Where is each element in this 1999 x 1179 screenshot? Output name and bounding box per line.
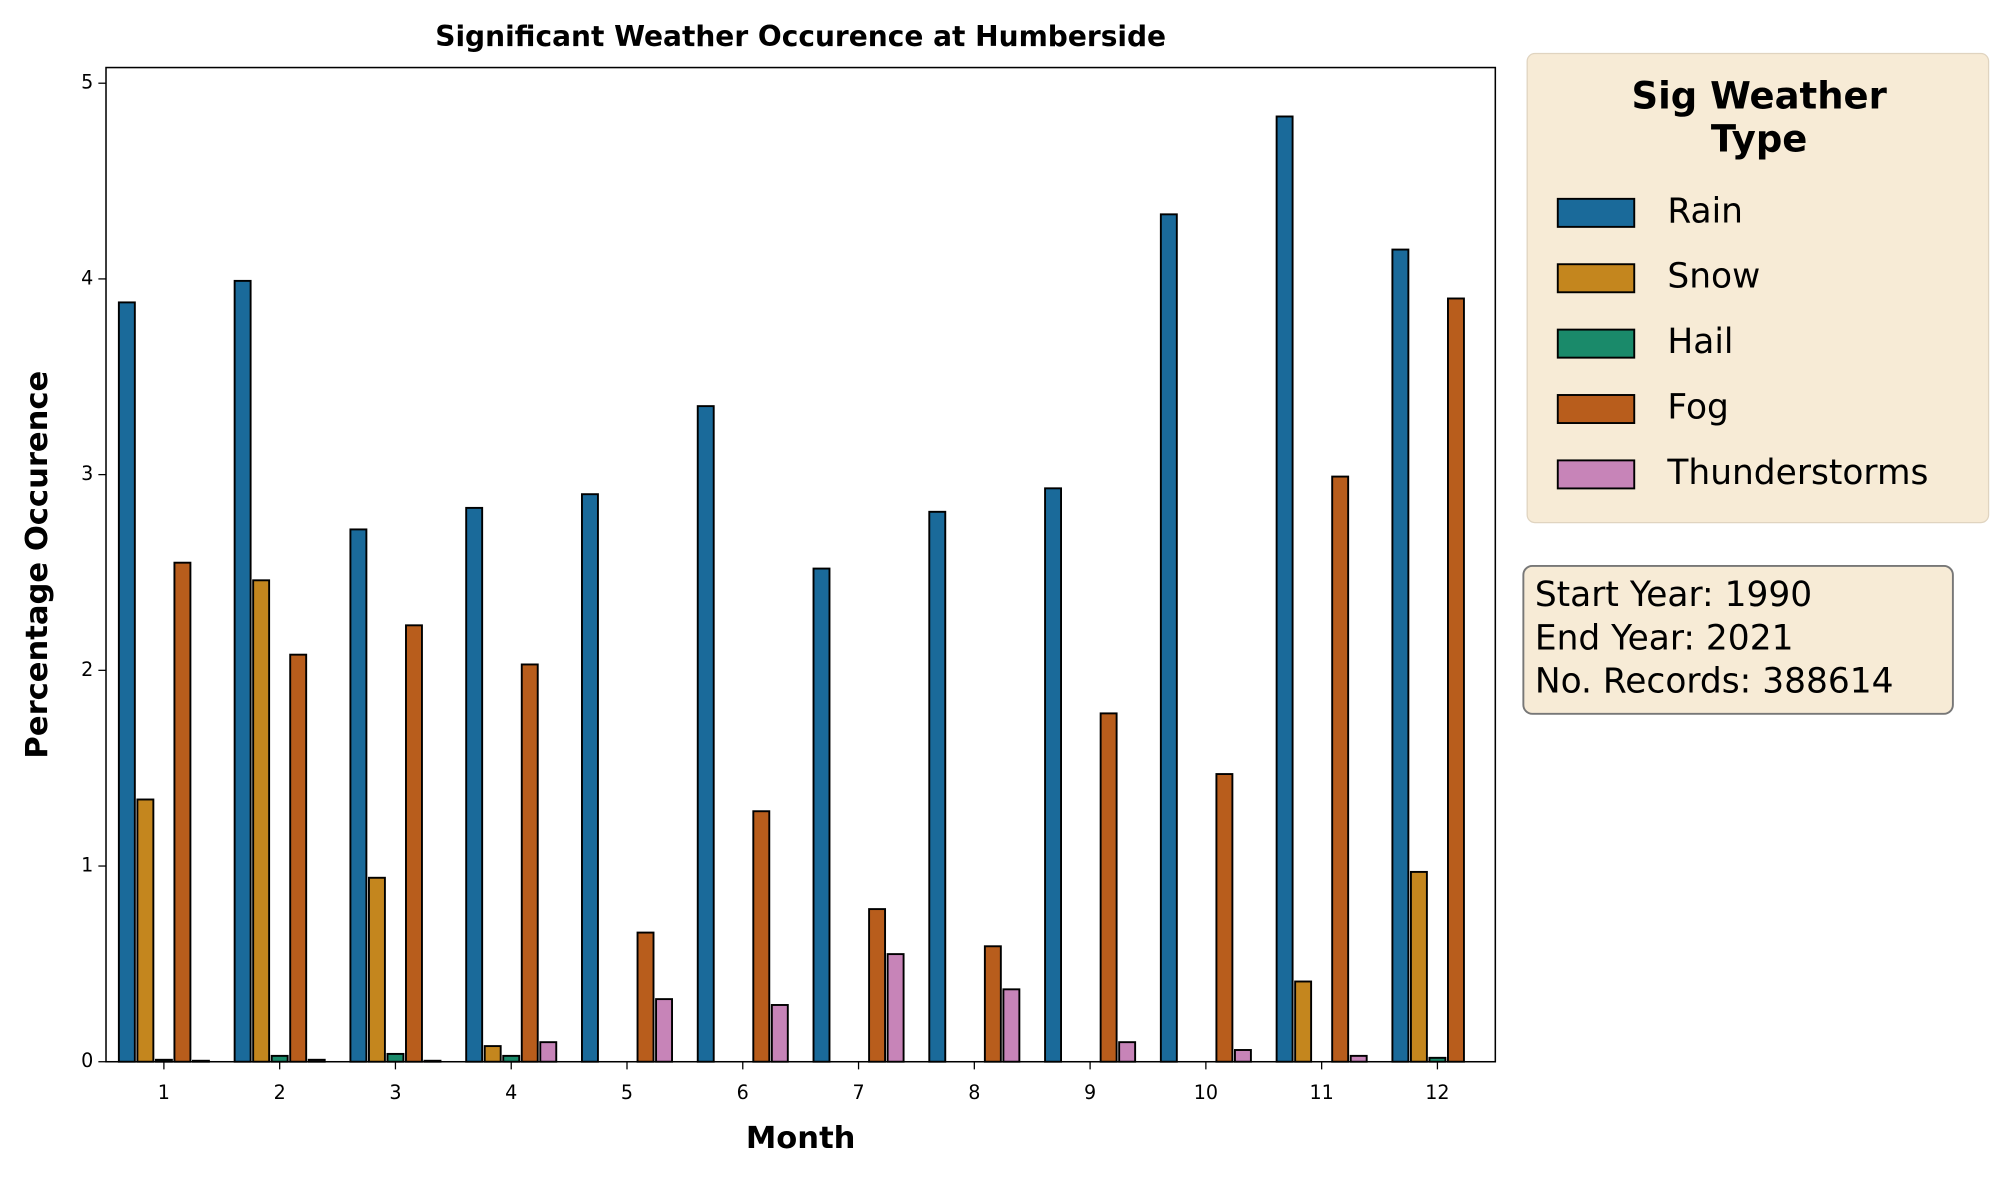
bar: [465, 506, 484, 1063]
bar: [1349, 1054, 1368, 1063]
info-box: [1522, 564, 1954, 715]
x-axis-label: Month: [746, 1121, 856, 1156]
x-tick-label: 9: [1084, 1081, 1096, 1104]
legend-swatch: [1556, 459, 1636, 490]
legend-swatch: [1556, 197, 1636, 228]
x-tick-label: 2: [274, 1081, 286, 1104]
bar: [289, 653, 308, 1063]
bar: [655, 998, 673, 1063]
bar: [233, 279, 252, 1063]
bar: [173, 561, 192, 1063]
bar: [581, 493, 599, 1063]
x-tick-label: 7: [852, 1081, 864, 1104]
x-tick-label: 10: [1194, 1081, 1218, 1104]
bar: [502, 1054, 521, 1063]
y-tick-label: 4: [81, 266, 93, 289]
bar: [1099, 712, 1118, 1063]
bar: [349, 528, 368, 1063]
bar: [386, 1052, 405, 1063]
y-tick-label: 5: [81, 71, 93, 94]
bar: [117, 301, 136, 1063]
bar: [752, 810, 771, 1063]
legend-title-wrap: Sig Weather Type: [1631, 73, 1887, 161]
y-tick-label: 0: [81, 1049, 93, 1072]
bar: [636, 931, 655, 1063]
bar: [1233, 1049, 1252, 1063]
y-tick-label: 3: [81, 462, 93, 485]
bar: [252, 579, 271, 1063]
x-tick-label: 11: [1309, 1081, 1333, 1104]
x-tick-label: 4: [505, 1081, 517, 1104]
bar: [405, 624, 423, 1063]
x-tick-label: 6: [737, 1081, 749, 1104]
bar: [1275, 115, 1294, 1063]
bar: [696, 405, 715, 1063]
chart-title: Significant Weather Occurence at Humbers…: [435, 20, 1166, 53]
bar: [1002, 988, 1021, 1063]
legend-label: Fog: [1667, 388, 1728, 428]
bar: [770, 1004, 789, 1063]
bar: [483, 1045, 502, 1063]
bar: [539, 1041, 558, 1063]
bar: [1215, 773, 1234, 1063]
x-tick-label: 12: [1425, 1081, 1449, 1104]
bar: [886, 953, 905, 1063]
bar: [270, 1054, 289, 1063]
bar: [1331, 475, 1350, 1063]
legend-label: Hail: [1667, 322, 1733, 362]
legend-swatch: [1556, 328, 1636, 359]
x-tick-label: 3: [389, 1081, 401, 1104]
bar: [367, 876, 386, 1063]
bar: [868, 908, 887, 1063]
x-tick-label: 1: [158, 1081, 170, 1104]
bar: [928, 510, 947, 1063]
bar: [1118, 1041, 1137, 1063]
y-tick-label: 1: [81, 854, 93, 877]
info-text: No. Records: 388614: [1535, 662, 1894, 702]
legend-label: Rain: [1667, 191, 1743, 231]
x-tick-label: 8: [968, 1081, 980, 1104]
info-text: End Year: 2021: [1535, 618, 1794, 658]
legend-swatch: [1556, 394, 1636, 424]
bar: [1409, 870, 1428, 1063]
x-tick-label: 5: [621, 1081, 633, 1104]
y-axis-label: Percentage Occurence: [20, 371, 55, 759]
bar: [1294, 980, 1313, 1063]
bar: [1391, 248, 1410, 1063]
bar: [812, 567, 831, 1063]
y-tick-label: 2: [81, 658, 93, 681]
plot-frame: [105, 66, 1497, 1063]
bar: [520, 663, 539, 1063]
info-text: Start Year: 1990: [1535, 575, 1812, 615]
bar: [983, 945, 1002, 1063]
bar: [1159, 213, 1178, 1063]
legend-label: Snow: [1667, 257, 1760, 297]
legend-title: Sig Weather Type: [1631, 73, 1887, 161]
legend-label: Thunderstorms: [1666, 453, 1928, 493]
legend-box: [1526, 52, 1990, 524]
bar: [1044, 487, 1062, 1063]
bar: [1447, 297, 1465, 1063]
legend-swatch: [1556, 263, 1636, 294]
bar: [136, 798, 155, 1063]
